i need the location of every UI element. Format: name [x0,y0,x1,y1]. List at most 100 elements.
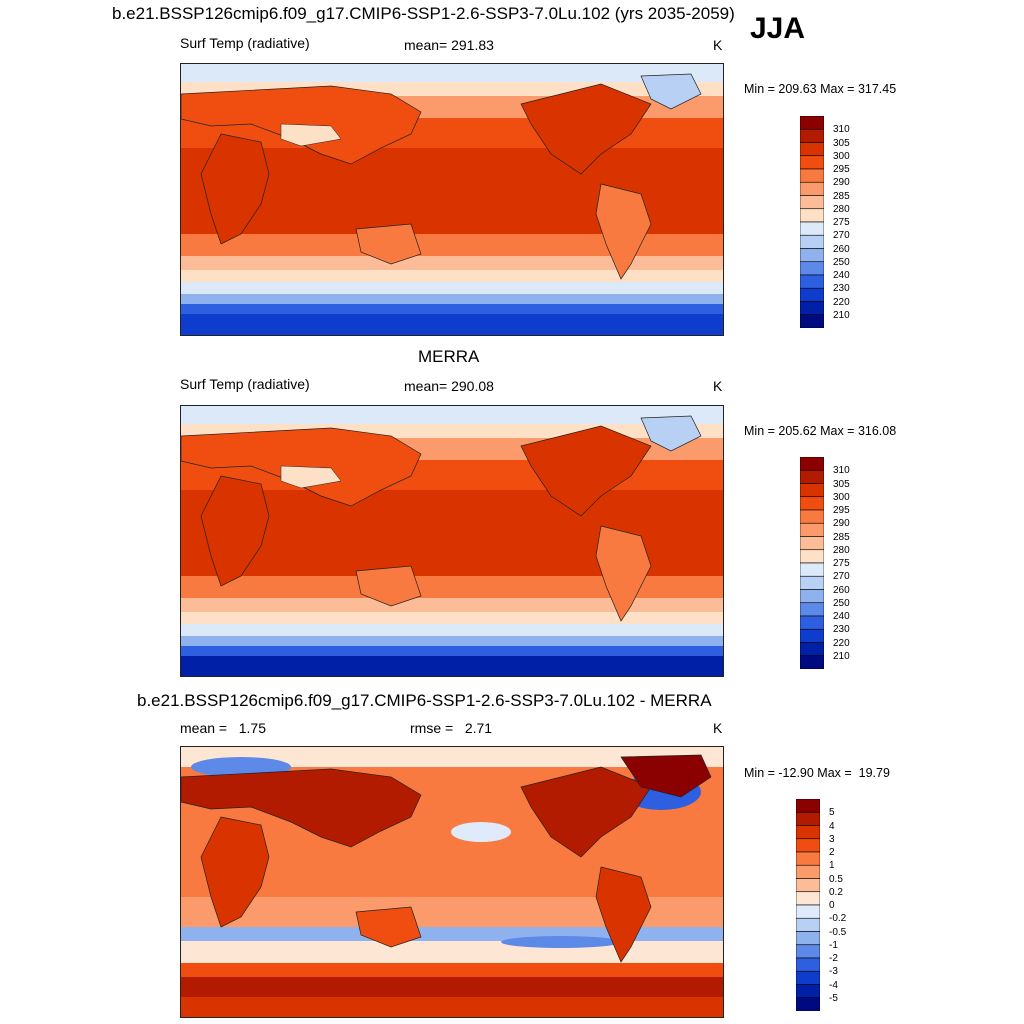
panel3-colorbar-svg [795,798,821,1012]
colorbar-tick-label: 275 [833,558,850,569]
colorbar-tick-label: 270 [833,571,850,583]
colorbar-tick-label: 4 [829,820,835,832]
colorbar-swatch [799,208,825,223]
colorbar-swatch [799,549,825,564]
colorbar-tick-label: 240 [833,270,850,281]
panel1-title: b.e21.BSSP126cmip6.f09_g17.CMIP6-SSP1-2.… [112,4,735,23]
colorbar-tick-label: 290 [833,518,850,530]
colorbar-tick-label: -2 [829,953,838,964]
colorbar-swatch [799,456,825,471]
colorbar-swatch [799,642,825,657]
colorbar-tick-label: 220 [833,637,850,649]
panel1-colorbar-svg [799,115,825,329]
colorbar-swatch [795,970,821,985]
panel2-variable: Surf Temp (radiative) [180,376,310,392]
colorbar-swatch [799,496,825,511]
panel1-map [180,63,724,336]
colorbar-swatch [799,248,825,263]
colorbar-tick-label: 1 [829,860,835,872]
panel3-colorbar [795,798,821,1016]
colorbar-swatch [799,536,825,551]
colorbar-tick-label: 275 [833,217,850,228]
colorbar-swatch [795,878,821,893]
colorbar-tick-label: 305 [833,478,850,490]
panel3-minmax: Min = -12.90 Max = 19.79 [744,766,890,780]
panel1-minmax: Min = 209.63 Max = 317.45 [744,82,897,96]
panel1-mean: mean= 291.83 [404,37,494,53]
colorbar-swatch [799,655,825,670]
colorbar-tick-label: 0.5 [829,873,843,885]
colorbar-swatch [799,615,825,630]
colorbar-tick-label: 310 [833,124,850,136]
colorbar-tick-label: 260 [833,243,850,255]
colorbar-swatch [799,301,825,316]
colorbar-tick-label: -0.5 [829,926,847,938]
colorbar-swatch [799,142,825,157]
colorbar-swatch [795,944,821,959]
panel3-units: K [713,720,723,736]
colorbar-tick-label: 250 [833,597,850,609]
colorbar-tick-label: 220 [833,296,850,308]
colorbar-swatch [799,589,825,604]
panel1-map-svg [181,64,723,335]
panel3-mean: mean = 1.75 [180,720,267,736]
colorbar-swatch [799,287,825,302]
colorbar-swatch [799,483,825,498]
colorbar-swatch [799,602,825,617]
colorbar-tick-label: 290 [833,177,850,189]
colorbar-swatch [799,628,825,643]
colorbar-swatch [795,864,821,879]
colorbar-swatch [799,234,825,249]
colorbar-swatch [799,221,825,236]
colorbar-swatch [799,575,825,590]
panel2-mean: mean= 290.08 [404,378,494,394]
colorbar-tick-label: 305 [833,137,850,149]
colorbar-tick-label: 260 [833,584,850,596]
colorbar-tick-label: 285 [833,190,850,202]
colorbar-swatch [795,811,821,826]
colorbar-swatch [799,469,825,484]
panel2-map [180,405,724,677]
colorbar-tick-label: -0.2 [829,913,847,925]
colorbar-tick-label: 280 [833,203,850,215]
panel3-map-svg [181,747,723,1017]
colorbar-tick-label: 250 [833,256,850,268]
colorbar-swatch [799,128,825,143]
colorbar-swatch [799,261,825,276]
panel1-variable: Surf Temp (radiative) [180,35,310,51]
colorbar-tick-label: 295 [833,164,850,175]
colorbar-swatch [799,115,825,130]
colorbar-tick-label: 295 [833,505,850,516]
colorbar-swatch [795,904,821,919]
season-label: JJA [750,12,806,45]
colorbar-swatch [799,168,825,183]
panel2-colorbar-svg [799,456,825,670]
colorbar-swatch [799,314,825,329]
colorbar-tick-label: 5 [829,807,835,819]
colorbar-tick-label: -3 [829,966,838,978]
colorbar-tick-label: 310 [833,465,850,477]
colorbar-tick-label: 2 [829,847,835,858]
panel3-title: b.e21.BSSP126cmip6.f09_g17.CMIP6-SSP1-2.… [137,691,712,710]
panel2-minmax: Min = 205.62 Max = 316.08 [744,424,897,438]
panel1-units: K [713,37,723,53]
colorbar-tick-label: 270 [833,230,850,242]
panel2-map-svg [181,406,723,676]
colorbar-swatch [795,997,821,1012]
colorbar-swatch [799,181,825,196]
colorbar-swatch [795,851,821,866]
colorbar-tick-label: 3 [829,833,835,845]
colorbar-tick-label: 300 [833,491,850,503]
colorbar-tick-label: 230 [833,624,850,636]
colorbar-swatch [795,917,821,932]
colorbar-tick-label: 230 [833,283,850,295]
colorbar-swatch [799,155,825,170]
colorbar-swatch [795,825,821,840]
colorbar-tick-label: 240 [833,611,850,622]
colorbar-swatch [799,195,825,210]
colorbar-tick-label: -1 [829,939,838,951]
panel2-colorbar [799,456,825,674]
colorbar-swatch [799,274,825,289]
colorbar-swatch [795,838,821,853]
panel1-colorbar [799,115,825,333]
